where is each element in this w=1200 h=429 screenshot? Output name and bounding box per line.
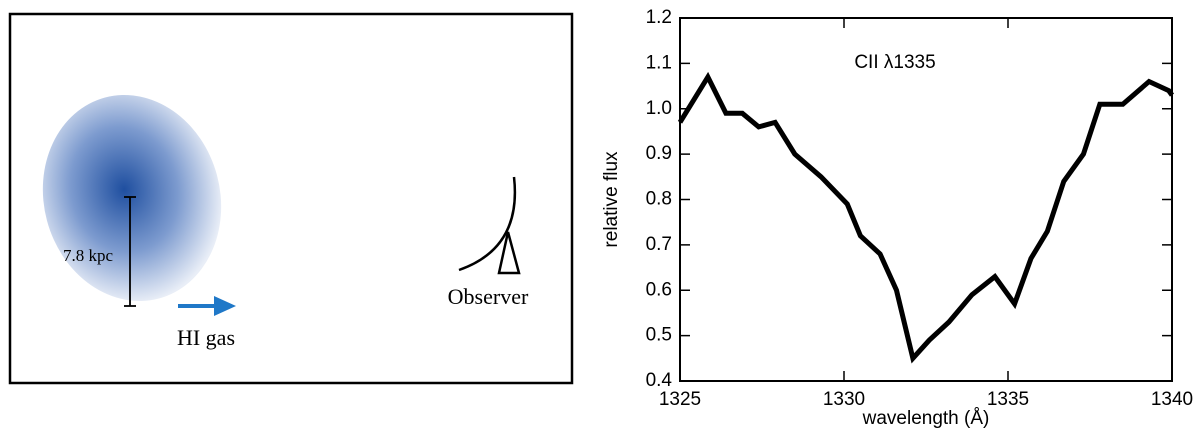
gas-cloud: [42, 94, 222, 302]
x-tick-label: 1340: [1151, 389, 1193, 410]
x-tick-label: 1335: [987, 389, 1029, 410]
gas-arrow: [178, 296, 236, 316]
plot-frame: [679, 17, 1173, 382]
y-tick-label: 0.9: [646, 143, 672, 164]
y-tick-label: 0.6: [646, 279, 672, 300]
y-tick-label: 1.0: [646, 98, 672, 119]
x-tick-label: 1330: [823, 389, 865, 410]
y-tick-label: 0.4: [646, 370, 673, 391]
x-tick-label: 1325: [659, 389, 701, 410]
scale-label: 7.8 kpc: [63, 246, 114, 265]
y-axis-label: relative flux: [601, 151, 622, 248]
chart: 0.4 0.5 0.6 0.7 0.8 0.9 1.0 1.1 1.2 1325 1330 1335 1…: [601, 7, 1193, 429]
scale-bar: [124, 196, 136, 307]
observer-icon: [458, 176, 521, 275]
diagram: 7.8 kpc HI gas Observer: [8, 12, 574, 385]
data-line: [677, 71, 1175, 364]
observer-label: Observer: [448, 284, 529, 309]
y-tick-label: 0.7: [646, 234, 672, 255]
y-tick-label: 0.5: [646, 325, 672, 346]
y-tick-label: 1.2: [646, 7, 672, 28]
gas-label: HI gas: [177, 325, 235, 350]
x-axis-label: wavelength (Å): [862, 408, 990, 429]
y-tick-label: 1.1: [646, 52, 672, 73]
y-tick-label: 0.8: [646, 189, 672, 210]
annotation: CII λ1335: [854, 52, 935, 73]
diagram-frame: [8, 12, 574, 385]
